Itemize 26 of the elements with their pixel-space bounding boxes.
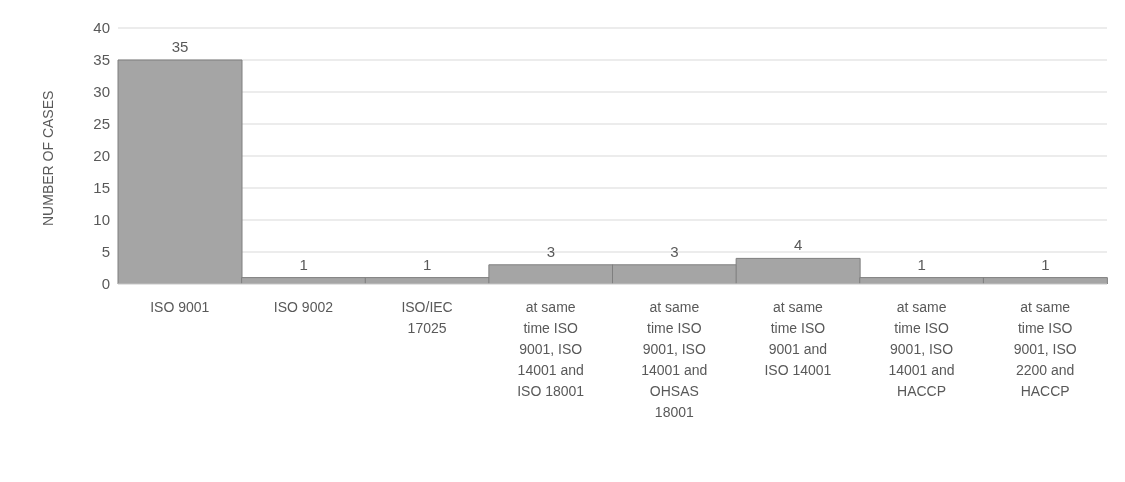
y-tick-label: 5 — [101, 243, 110, 261]
y-tick-label: 10 — [93, 211, 110, 229]
data-label: 1 — [299, 255, 308, 273]
data-label: 4 — [793, 236, 803, 254]
x-tick-label: at same time ISO 9001, ISO 14001 and HACCP — [888, 299, 955, 399]
data-label: 3 — [546, 242, 556, 260]
x-tick-label: at same time ISO 9001, ISO 2200 and HACCP — [1013, 299, 1077, 399]
y-tick-label: 0 — [101, 275, 110, 293]
y-tick-label: 35 — [93, 51, 110, 69]
x-tick-label: at same time ISO 9001, ISO 14001 and ISO 18001 — [517, 299, 585, 399]
y-tick-label: 15 — [93, 179, 110, 197]
data-label: 1 — [917, 255, 926, 273]
data-label: 1 — [423, 255, 432, 273]
x-tick-label: at same time ISO 9001, ISO 14001 and OHSAS 18001 — [641, 299, 708, 420]
y-tick-label: 20 — [93, 147, 110, 165]
x-tick-label: at same time ISO 9001 and ISO 14001 — [764, 299, 832, 378]
y-axis-title: NUMBER OF CASES — [39, 90, 56, 226]
x-tick-label: ISO 9002 — [273, 299, 334, 315]
data-label: 3 — [670, 242, 679, 260]
y-tick-label: 30 — [93, 83, 110, 101]
y-tick-label: 40 — [93, 19, 110, 37]
data-label: 1 — [1041, 255, 1050, 273]
x-tick-label: ISO/IEC 17025 — [401, 299, 453, 336]
x-tick-label: ISO 9001 — [150, 299, 210, 315]
y-tick-label: 25 — [93, 115, 110, 133]
data-label: 35 — [171, 38, 189, 55]
